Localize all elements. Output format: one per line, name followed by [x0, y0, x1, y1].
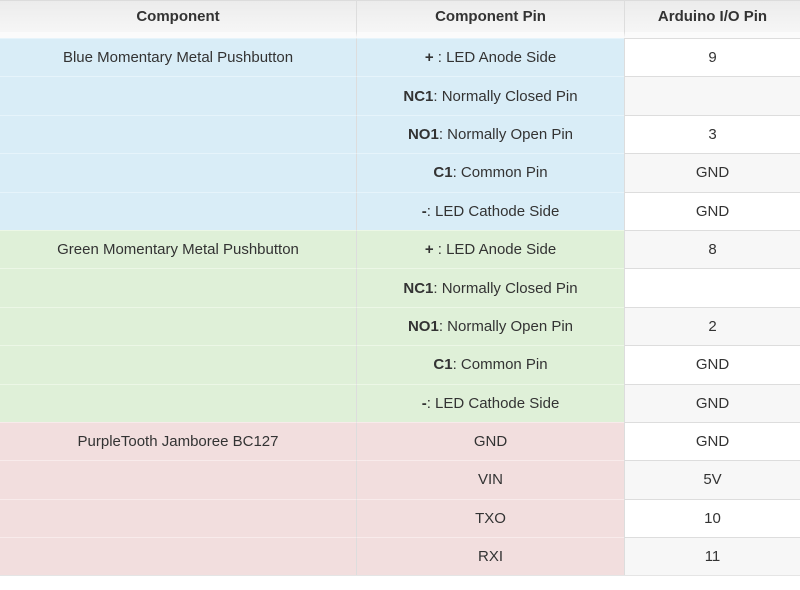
arduino-io-pin-cell: 8 — [624, 229, 800, 269]
arduino-io-pin-cell: GND — [624, 345, 800, 384]
component-cell — [0, 383, 356, 422]
component-cell — [0, 306, 356, 346]
table-row: PurpleTooth Jamboree BC127 GND GND — [0, 421, 800, 461]
table-row: NC1: Normally Closed Pin — [0, 268, 800, 307]
component-cell — [0, 268, 356, 307]
arduino-io-pin-cell: GND — [624, 383, 800, 422]
pin-label-text: : Common Pin — [452, 164, 548, 182]
component-cell — [0, 76, 356, 115]
pin-label-bold: - — [421, 202, 427, 220]
arduino-io-pin-cell: GND — [624, 153, 800, 192]
table-row: TXO 10 — [0, 498, 800, 538]
table-row: C1: Common Pin GND — [0, 345, 800, 384]
component-pin-cell: NO1: Normally Open Pin — [356, 306, 624, 346]
column-header-arduino-io-pin: Arduino I/O Pin — [624, 0, 800, 38]
table-row: Blue Momentary Metal Pushbutton + : LED A… — [0, 38, 800, 77]
arduino-io-pin-cell: GND — [624, 421, 800, 461]
component-pin-cell: C1: Common Pin — [356, 345, 624, 384]
pin-label-bold: NC1 — [403, 87, 434, 105]
arduino-io-pin-cell: GND — [624, 191, 800, 230]
pin-label-bold: - — [421, 394, 427, 412]
pin-label-text: : Normally Open Pin — [438, 125, 574, 143]
pin-label-text: GND — [473, 433, 508, 451]
pin-label-text: : LED Anode Side — [433, 49, 557, 67]
component-cell — [0, 153, 356, 192]
arduino-io-pin-cell: 9 — [624, 38, 800, 77]
pin-label-text: VIN — [477, 471, 503, 489]
pinout-table: Component Component Pin Arduino I/O Pin Bl… — [0, 0, 800, 577]
table-row: NC1: Normally Closed Pin — [0, 76, 800, 115]
pin-label-text: RXI — [477, 548, 503, 566]
pin-label-bold: NO1 — [407, 125, 439, 143]
arduino-io-pin-cell: 11 — [624, 537, 800, 576]
table-row: -: LED Cathode Side GND — [0, 191, 800, 230]
component-pin-cell: VIN — [356, 460, 624, 499]
component-pin-cell: + : LED Anode Side — [356, 229, 624, 269]
table-row: Green Momentary Metal Pushbutton + : LED … — [0, 229, 800, 269]
component-pin-cell: + : LED Anode Side — [356, 38, 624, 77]
pin-label-text: : Normally Closed Pin — [433, 279, 578, 297]
pin-label-bold: + — [424, 49, 434, 67]
component-cell — [0, 460, 356, 499]
pin-label-text: : Normally Closed Pin — [433, 87, 578, 105]
component-cell — [0, 345, 356, 384]
component-pin-cell: C1: Common Pin — [356, 153, 624, 192]
pin-label-text: TXO — [475, 509, 506, 527]
table-row: VIN 5V — [0, 460, 800, 499]
component-cell: Green Momentary Metal Pushbutton — [0, 229, 356, 269]
pin-label-bold: NC1 — [403, 279, 434, 297]
component-pin-cell: RXI — [356, 537, 624, 576]
pin-label-text: : Normally Open Pin — [438, 317, 574, 335]
column-header-component-pin: Component Pin — [356, 0, 624, 38]
pin-label-text: : LED Cathode Side — [426, 202, 560, 220]
pin-label-text: : LED Anode Side — [433, 241, 557, 259]
component-pin-cell: -: LED Cathode Side — [356, 383, 624, 422]
component-cell — [0, 498, 356, 538]
pin-label-text: : Common Pin — [452, 356, 548, 374]
component-cell — [0, 114, 356, 154]
component-pin-cell: -: LED Cathode Side — [356, 191, 624, 230]
arduino-io-pin-cell: 5V — [624, 460, 800, 499]
component-pin-cell: GND — [356, 421, 624, 461]
arduino-io-pin-cell — [624, 76, 800, 115]
arduino-io-pin-cell — [624, 268, 800, 307]
component-cell — [0, 537, 356, 576]
pin-label-text: : LED Cathode Side — [426, 394, 560, 412]
pin-label-bold: NO1 — [407, 317, 439, 335]
component-pin-cell: TXO — [356, 498, 624, 538]
component-cell — [0, 191, 356, 230]
component-cell: Blue Momentary Metal Pushbutton — [0, 38, 356, 77]
header-row: Component Component Pin Arduino I/O Pin — [0, 0, 800, 38]
table-row: C1: Common Pin GND — [0, 153, 800, 192]
table-header: Component Component Pin Arduino I/O Pin — [0, 0, 800, 38]
pin-label-bold: + — [424, 241, 434, 259]
component-pin-cell: NC1: Normally Closed Pin — [356, 76, 624, 115]
table-row: -: LED Cathode Side GND — [0, 383, 800, 422]
component-pin-cell: NO1: Normally Open Pin — [356, 114, 624, 154]
arduino-io-pin-cell: 10 — [624, 498, 800, 538]
pin-label-bold: C1 — [433, 356, 453, 374]
arduino-io-pin-cell: 3 — [624, 114, 800, 154]
pin-label-bold: C1 — [433, 164, 453, 182]
table-row: NO1: Normally Open Pin 2 — [0, 306, 800, 346]
arduino-io-pin-cell: 2 — [624, 306, 800, 346]
table-row: NO1: Normally Open Pin 3 — [0, 114, 800, 154]
component-cell: PurpleTooth Jamboree BC127 — [0, 421, 356, 461]
table-row: RXI 11 — [0, 537, 800, 576]
component-pin-cell: NC1: Normally Closed Pin — [356, 268, 624, 307]
column-header-component: Component — [0, 0, 356, 38]
